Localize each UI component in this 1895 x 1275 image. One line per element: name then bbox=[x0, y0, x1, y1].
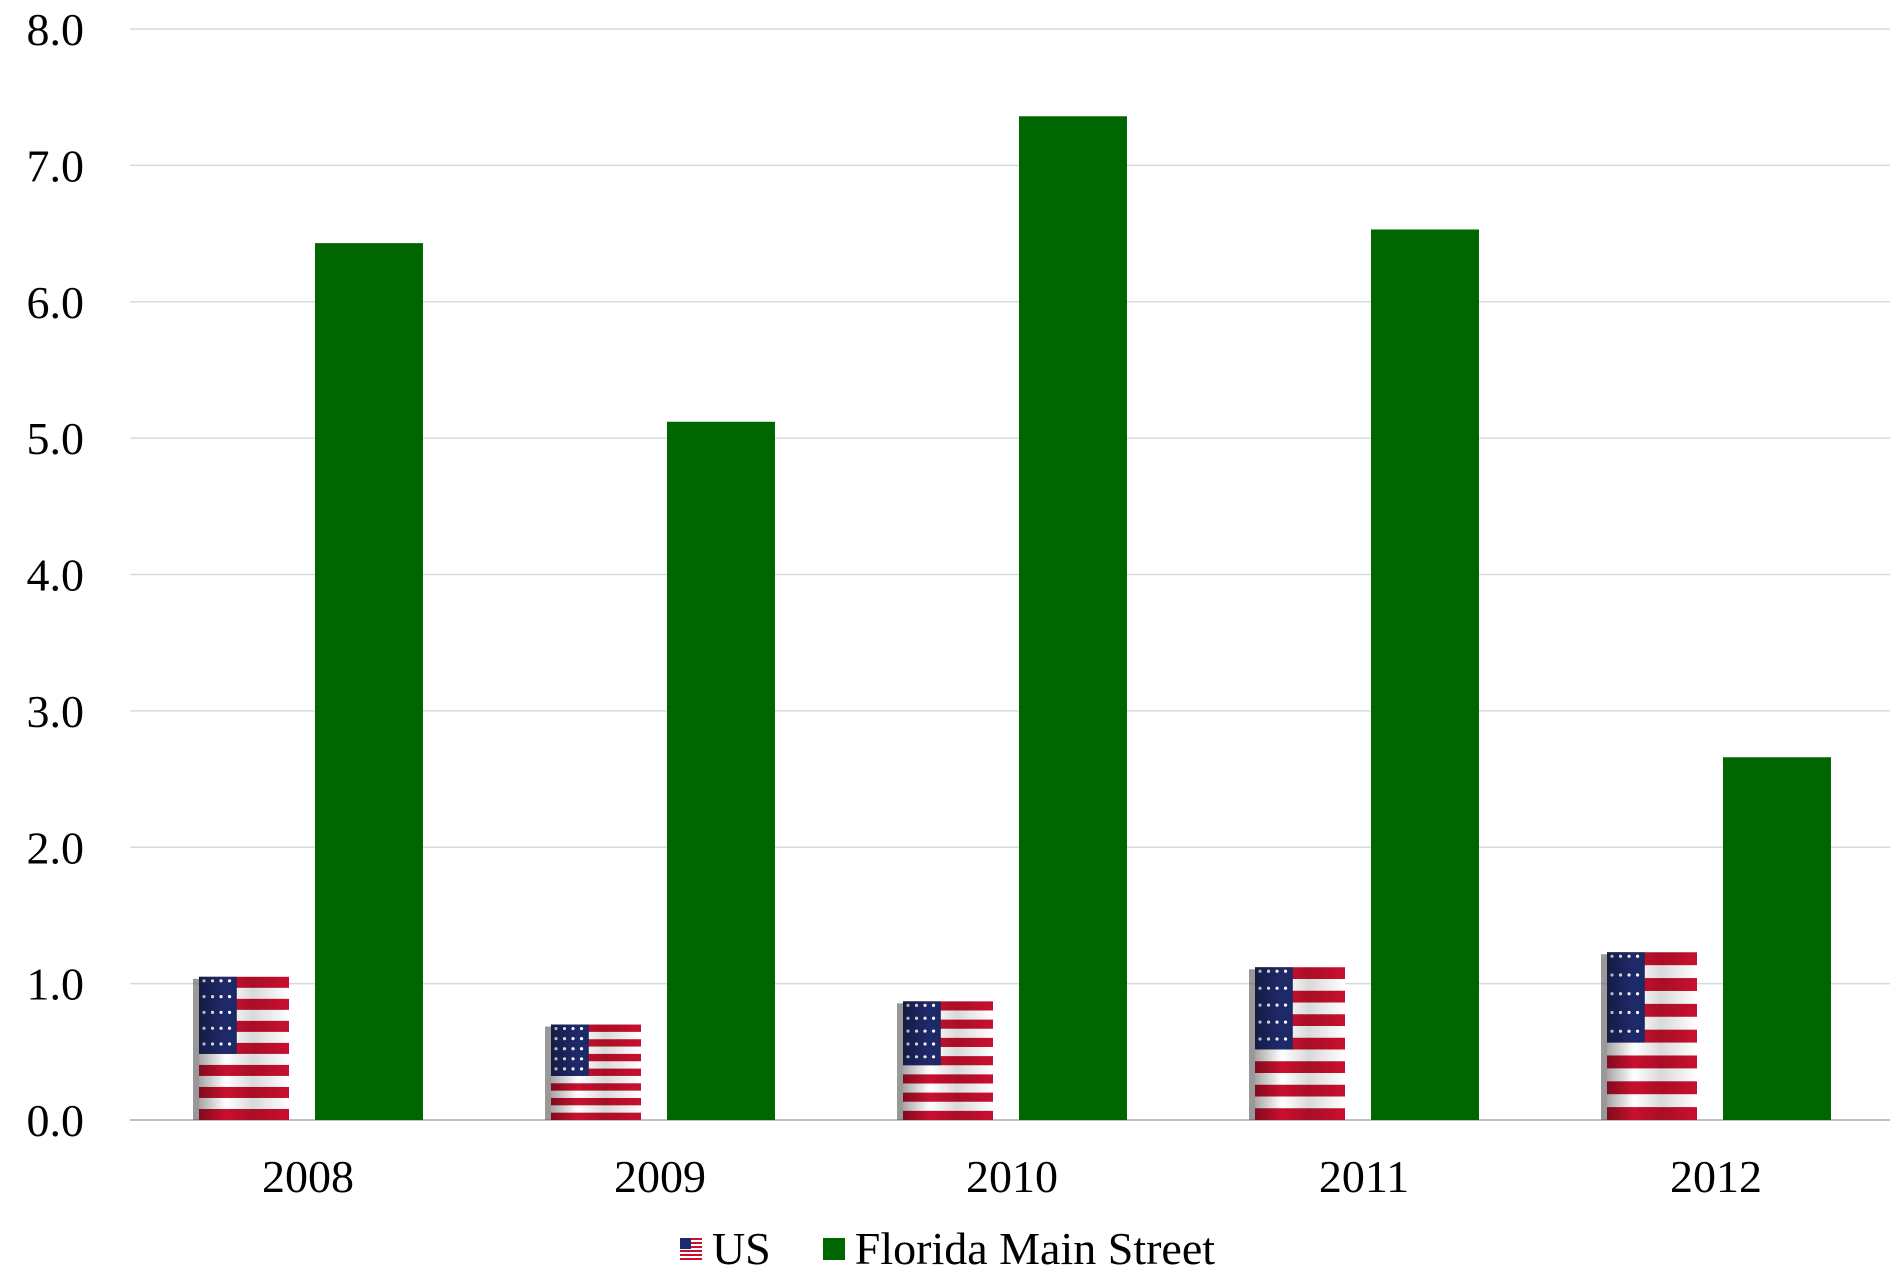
bar-florida-main-street-2008 bbox=[315, 243, 423, 1120]
x-tick-label: 2011 bbox=[1319, 1151, 1409, 1202]
legend-item-florida-main-street: Florida Main Street bbox=[822, 1222, 1216, 1275]
y-tick-label: 0.0 bbox=[27, 1095, 85, 1146]
legend: US Florida Main Street bbox=[0, 1222, 1895, 1275]
bar-us-2011 bbox=[1249, 967, 1345, 1120]
x-tick-label: 2008 bbox=[262, 1151, 354, 1202]
x-tick-label: 2009 bbox=[614, 1151, 706, 1202]
green-swatch-icon bbox=[822, 1237, 845, 1260]
flag-swatch-icon bbox=[679, 1237, 702, 1260]
y-tick-label: 7.0 bbox=[27, 140, 85, 191]
bars bbox=[193, 116, 1831, 1120]
bar-florida-main-street-2010 bbox=[1019, 116, 1127, 1120]
bar-florida-main-street-2012 bbox=[1723, 757, 1831, 1120]
legend-item-us: US bbox=[679, 1222, 771, 1275]
y-tick-label: 8.0 bbox=[27, 4, 85, 55]
y-tick-label: 3.0 bbox=[27, 686, 85, 737]
y-tick-label: 4.0 bbox=[27, 550, 85, 601]
y-tick-label: 5.0 bbox=[27, 413, 85, 464]
bar-us-2012 bbox=[1601, 952, 1697, 1120]
gridlines bbox=[130, 28, 1890, 1121]
x-axis-ticks: 2008 2009 2010 2011 2012 bbox=[262, 1151, 1762, 1202]
bar-us-2009 bbox=[545, 1024, 641, 1120]
legend-label-florida-main-street: Florida Main Street bbox=[854, 1223, 1216, 1274]
y-tick-label: 6.0 bbox=[27, 277, 85, 328]
y-tick-label: 1.0 bbox=[27, 959, 85, 1010]
y-tick-label: 2.0 bbox=[27, 822, 85, 873]
x-tick-label: 2012 bbox=[1670, 1151, 1762, 1202]
y-axis-ticks: 0.0 1.0 2.0 3.0 4.0 5.0 6.0 7.0 8.0 bbox=[27, 4, 85, 1146]
bar-florida-main-street-2011 bbox=[1371, 229, 1479, 1120]
bar-us-2010 bbox=[897, 1001, 993, 1120]
bar-florida-main-street-2009 bbox=[667, 421, 775, 1120]
x-tick-label: 2010 bbox=[966, 1151, 1058, 1202]
legend-label-us: US bbox=[711, 1223, 771, 1274]
bar-us-2008 bbox=[193, 976, 289, 1120]
